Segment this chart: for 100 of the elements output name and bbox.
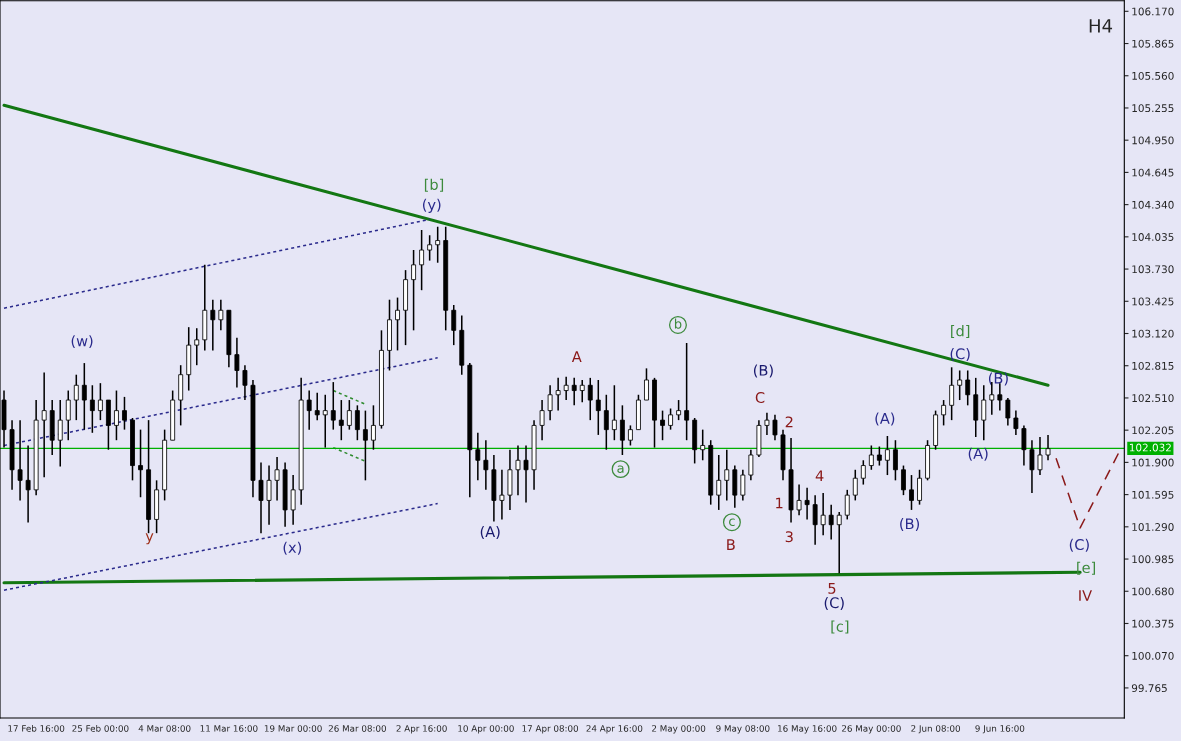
- candlestick: [1045, 434, 1051, 462]
- candlestick: [941, 399, 947, 427]
- candlestick: [836, 511, 842, 575]
- candlestick: [619, 404, 625, 456]
- candlestick: [876, 445, 882, 467]
- candlestick: [523, 444, 529, 504]
- x-tick-label: 26 May 00:00: [841, 725, 901, 734]
- candlestick: [676, 399, 682, 421]
- x-tick-label: 11 Mar 16:00: [200, 725, 258, 732]
- candlestick: [114, 389, 119, 441]
- candlestick: [852, 469, 858, 502]
- candlestick: [668, 407, 673, 431]
- candlestick: [860, 459, 866, 486]
- candlestick: [579, 379, 585, 403]
- candlestick: [475, 432, 481, 482]
- annotation: y: [145, 533, 154, 545]
- candlestick: [234, 336, 240, 389]
- candlestick: [644, 367, 649, 401]
- candlestick: [322, 394, 328, 449]
- candlestick: [258, 461, 264, 534]
- candlestick: [571, 377, 577, 407]
- candlestick: [812, 494, 818, 546]
- candlestick: [724, 448, 730, 502]
- candlestick: [764, 411, 770, 436]
- candlestick: [411, 249, 417, 332]
- candlestick: [917, 469, 922, 506]
- candlestick: [1037, 436, 1043, 476]
- annotation: (A): [480, 525, 500, 539]
- candlestick: [427, 234, 433, 262]
- candlestick: [483, 439, 489, 491]
- y-tick-label: 100.985: [1132, 555, 1174, 564]
- annotation: (C): [1069, 538, 1089, 552]
- candlestick: [419, 229, 425, 291]
- annotation: 5: [828, 583, 836, 594]
- y-tick-label: 104.035: [1132, 233, 1174, 241]
- candlestick: [740, 469, 746, 502]
- y-tick-label: 105.560: [1132, 71, 1174, 80]
- candlestick: [346, 399, 352, 431]
- candlestick: [274, 456, 280, 502]
- candlestick: [627, 424, 633, 447]
- annotation: A: [571, 351, 582, 362]
- y-tick-label: 100.070: [1132, 651, 1174, 660]
- candlestick: [1005, 397, 1011, 427]
- candlestick: [909, 474, 914, 511]
- candlestick: [820, 492, 826, 537]
- y-tick-label: 100.680: [1132, 587, 1174, 596]
- y-tick-label: 101.290: [1132, 523, 1174, 531]
- candlestick: [772, 414, 778, 441]
- x-tick-label: 2 May 00:00: [652, 725, 706, 734]
- candlestick: [338, 399, 344, 441]
- y-tick-label: 99.765: [1131, 684, 1167, 693]
- x-tick-label: 19 Mar 00:00: [264, 725, 322, 732]
- annotation: B: [727, 539, 735, 550]
- y-tick-label: 106.170: [1132, 7, 1174, 16]
- annotation: IV: [1079, 590, 1092, 601]
- y-tick-label: 102.205: [1132, 426, 1174, 435]
- annotation: (B): [753, 364, 773, 378]
- y-tick-label: 101.900: [1132, 458, 1174, 467]
- y-tick-label: 105.255: [1132, 104, 1174, 113]
- annotation: C: [755, 392, 765, 404]
- candlestick: [957, 369, 963, 401]
- candlestick: [242, 364, 248, 401]
- candlestick: [122, 396, 127, 431]
- x-tick-label: 9 May 08:00: [716, 725, 770, 734]
- candlestick: [965, 369, 971, 407]
- candlestick: [1013, 409, 1019, 436]
- candlestick: [290, 474, 296, 526]
- x-tick-label: 2 Jun 08:00: [911, 725, 961, 734]
- candlestick: [210, 298, 216, 352]
- candlestick: [796, 483, 802, 516]
- y-tick-label: 103.425: [1132, 297, 1174, 306]
- candlestick: [828, 503, 834, 541]
- annotation: [b]: [424, 178, 444, 192]
- candlestick: [611, 384, 617, 441]
- candlestick: [716, 454, 722, 511]
- candlestick: [539, 399, 545, 441]
- candlestick: [684, 342, 690, 441]
- x-tick-label: 10 Apr 00:00: [458, 725, 514, 734]
- candlestick: [981, 384, 987, 441]
- x-tick-label: 17 Apr 08:00: [522, 725, 579, 734]
- annotation: 4: [815, 470, 824, 482]
- candlestick: [395, 296, 400, 352]
- annotation: 3: [785, 531, 793, 543]
- y-tick-label: 103.120: [1132, 329, 1174, 338]
- annotation: [c]: [831, 620, 849, 634]
- candlestick: [218, 298, 224, 332]
- candlestick: [700, 428, 706, 462]
- y-tick-label: 104.645: [1132, 168, 1174, 177]
- candlestick: [138, 428, 143, 499]
- y-tick-label: 105.865: [1132, 39, 1174, 48]
- candlestick: [884, 435, 890, 476]
- annotation: (w): [71, 335, 93, 349]
- candlestick: [330, 381, 336, 431]
- x-tick-label: 2 Apr 16:00: [396, 725, 447, 734]
- candlestick: [1021, 424, 1027, 467]
- candlestick: [81, 362, 87, 431]
- annotation: [d]: [951, 325, 970, 339]
- ref-line-label: 102.032: [1129, 443, 1171, 452]
- candlestick: [595, 379, 601, 436]
- candlestick: [547, 384, 553, 421]
